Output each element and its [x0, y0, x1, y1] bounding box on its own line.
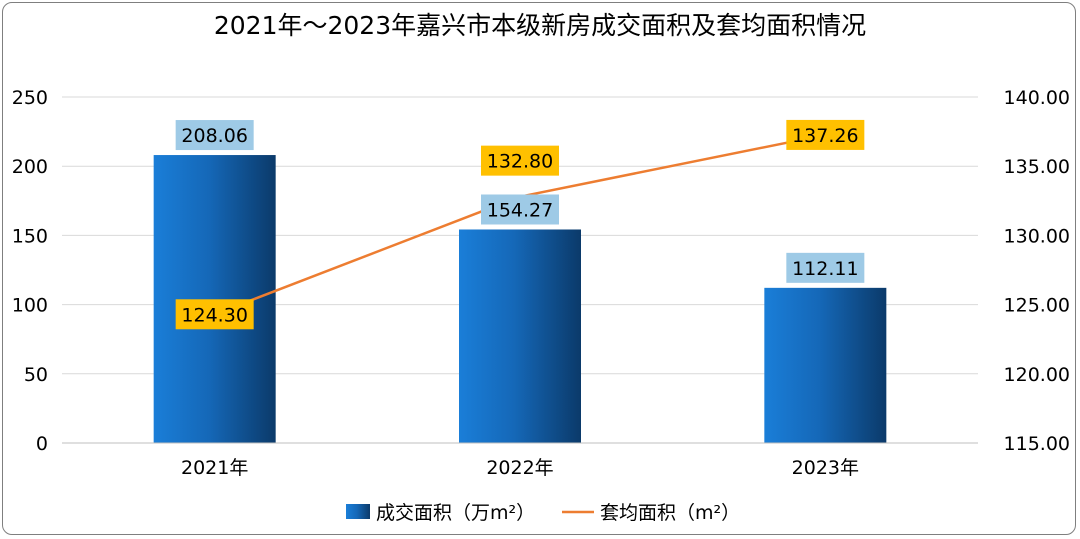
legend-bar-label: 成交面积（万m²） [376, 502, 535, 524]
y-right-tick-label: 115.00 [1004, 433, 1070, 455]
y-right-tick-label: 130.00 [1004, 225, 1070, 247]
y-right-tick-label: 125.00 [1004, 295, 1070, 317]
y-left-tick-label: 0 [36, 433, 48, 455]
legend: 成交面积（万m²） 套均面积（m²） [346, 502, 740, 524]
x-tick-label: 2022年 [486, 457, 553, 479]
y-left-tick-label: 50 [24, 364, 48, 386]
bar-data-label: 208.06 [181, 125, 247, 147]
y-right-tick-label: 120.00 [1004, 364, 1070, 386]
line-data-label-bg [786, 119, 865, 150]
x-tick-label: 2021年 [181, 457, 248, 479]
bar-data-label: 112.11 [792, 258, 858, 280]
axes: 0 50 100 150 200 250 115.00 120.00 125.00 130.00 1… [12, 87, 1070, 479]
legend-bar-swatch [346, 504, 370, 519]
bar-data-label: 154.27 [487, 199, 553, 221]
bar-data-label-bg [175, 120, 254, 151]
bar [459, 229, 581, 443]
bar-data-label-bg [786, 252, 865, 283]
bar [764, 287, 887, 443]
y-left-tick-label: 200 [12, 156, 48, 178]
y-left-tick-label: 100 [12, 295, 48, 317]
y-left-tick-label: 150 [12, 225, 48, 247]
legend-line-label: 套均面积（m²） [600, 502, 740, 524]
chart-title: 2021年～2023年嘉兴市本级新房成交面积及套均面积情况 [214, 11, 866, 40]
y-right-tick-label: 140.00 [1004, 87, 1070, 109]
data-labels: 208.06 154.27 112.11 124.30 132.80 137.26 [175, 119, 865, 330]
bar-data-label-bg [481, 194, 559, 225]
line-data-label: 132.80 [487, 151, 553, 173]
x-tick-label: 2023年 [792, 457, 859, 479]
line-data-label: 137.26 [792, 125, 858, 147]
line-data-label-bg [175, 299, 254, 330]
line-data-label-bg [481, 145, 559, 176]
y-left-tick-label: 250 [12, 87, 48, 109]
line-data-label: 124.30 [181, 304, 247, 326]
y-right-tick-label: 135.00 [1004, 156, 1070, 178]
